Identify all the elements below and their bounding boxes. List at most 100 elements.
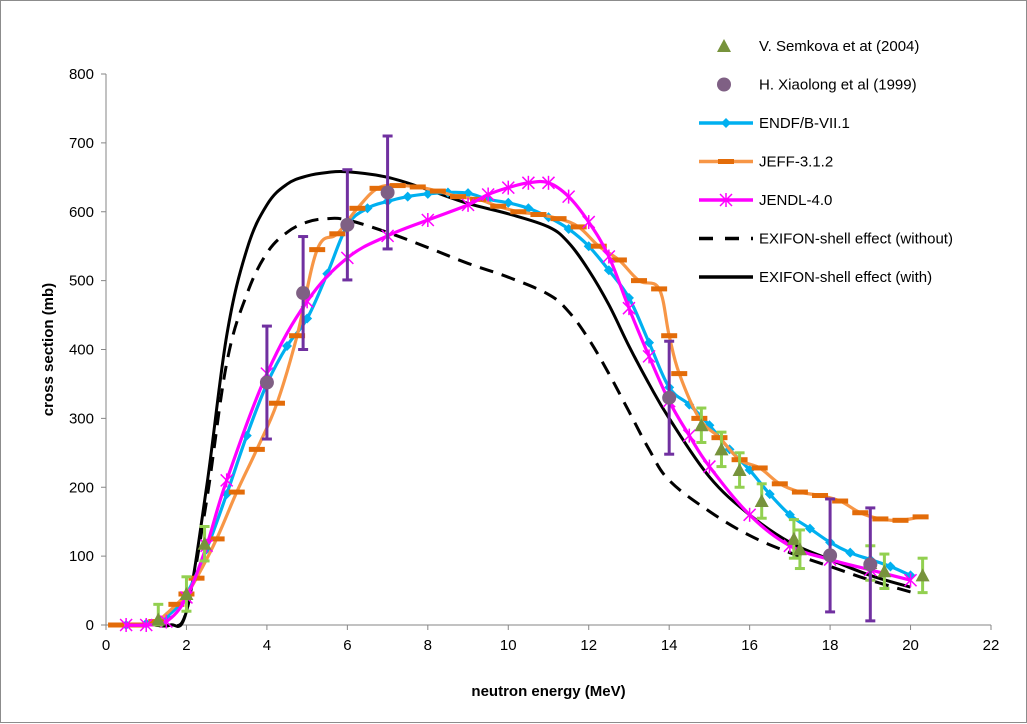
x-axis-label: neutron energy (MeV) xyxy=(471,683,625,700)
triangle-marker xyxy=(732,463,747,477)
dash-marker xyxy=(349,205,366,211)
legend-item: ENDF/B-VII.1 xyxy=(699,115,850,132)
star-marker xyxy=(702,459,716,474)
diamond-marker xyxy=(845,547,856,558)
star-marker xyxy=(642,349,656,364)
diamond-marker xyxy=(764,489,775,500)
legend-dash-icon xyxy=(718,159,734,164)
dash-marker xyxy=(570,224,587,230)
star-marker xyxy=(220,473,234,488)
legend-diamond-icon xyxy=(721,118,731,128)
dash-marker xyxy=(872,516,889,522)
dash-marker xyxy=(108,622,125,628)
diamond-marker xyxy=(784,509,795,520)
x-tick-label: 6 xyxy=(343,637,351,654)
series-line xyxy=(126,190,912,627)
diamond-marker xyxy=(644,337,655,348)
star-marker xyxy=(481,187,495,202)
circle-marker xyxy=(662,390,677,405)
plot-area xyxy=(108,134,930,632)
x-tick-label: 0 xyxy=(102,637,110,654)
x-tick-label: 4 xyxy=(263,637,271,654)
triangle-marker xyxy=(877,564,892,578)
legend-triangle-icon xyxy=(717,39,731,52)
dash-marker xyxy=(711,435,728,441)
dash-marker xyxy=(892,517,909,523)
dash-marker xyxy=(530,212,547,218)
dash-marker xyxy=(671,371,688,377)
star-marker xyxy=(682,428,696,443)
series-line xyxy=(154,216,911,628)
triangle-marker xyxy=(754,494,769,508)
dash-marker xyxy=(208,536,225,542)
dash-marker xyxy=(268,400,285,406)
legend: V. Semkova et at (2004) H. Xiaolong et al… xyxy=(699,38,953,286)
dash-marker xyxy=(651,286,668,292)
star-marker xyxy=(562,189,576,204)
star-marker xyxy=(541,175,556,190)
x-tick-label: 16 xyxy=(741,637,758,654)
dash-marker xyxy=(168,601,185,607)
y-tick-label: 400 xyxy=(69,342,94,359)
legend-label: H. Xiaolong et al (1999) xyxy=(759,77,917,94)
dash-marker xyxy=(610,257,627,263)
legend-item: V. Semkova et at (2004) xyxy=(717,38,919,55)
dash-marker xyxy=(429,188,446,194)
diamond-marker xyxy=(885,561,896,572)
circle-marker xyxy=(340,217,355,232)
y-tick-label: 700 xyxy=(69,135,94,152)
diamond-marker xyxy=(322,268,333,279)
y-tick-label: 300 xyxy=(69,410,94,427)
star-marker xyxy=(421,213,435,228)
triangle-marker xyxy=(792,542,807,556)
x-tick-label: 22 xyxy=(983,637,1000,654)
x-tick-label: 8 xyxy=(424,637,432,654)
legend-label: V. Semkova et at (2004) xyxy=(759,38,919,55)
legend-item: H. Xiaolong et al (1999) xyxy=(717,77,917,94)
x-tick-label: 18 xyxy=(822,637,839,654)
star-marker xyxy=(119,618,133,632)
circle-marker xyxy=(823,548,838,563)
x-tick-label: 14 xyxy=(661,637,678,654)
dash-marker xyxy=(751,465,768,471)
series-jeff-3-1-2 xyxy=(108,183,929,628)
dash-marker xyxy=(550,216,567,222)
dash-marker xyxy=(289,333,306,339)
star-marker xyxy=(602,249,616,264)
legend-item: EXIFON-shell effect (with) xyxy=(699,269,932,286)
dash-marker xyxy=(631,278,648,284)
series-v-semkova-et-at-2004- xyxy=(151,406,930,627)
star-marker xyxy=(904,573,918,588)
legend-label: JEFF-3.1.2 xyxy=(759,154,833,171)
star-marker xyxy=(622,301,636,316)
series-line xyxy=(126,179,911,627)
series-endf-b-vii-1 xyxy=(121,187,916,630)
star-marker xyxy=(501,180,515,195)
dash-marker xyxy=(691,415,708,421)
dash-marker xyxy=(228,489,245,495)
triangle-marker xyxy=(179,587,194,601)
legend-circle-icon xyxy=(717,77,731,92)
series-exifon-shell-effect-without- xyxy=(154,216,911,628)
dash-marker xyxy=(832,498,849,504)
legend-label: EXIFON-shell effect (with) xyxy=(759,269,932,286)
legend-star-icon xyxy=(719,193,733,207)
triangle-marker xyxy=(714,442,729,456)
diamond-marker xyxy=(402,191,413,202)
star-marker xyxy=(582,215,596,230)
dash-marker xyxy=(490,203,507,209)
series-h-xiaolong-et-al-1999- xyxy=(259,134,878,623)
dash-marker xyxy=(852,510,869,516)
triangle-marker xyxy=(151,612,166,626)
legend-label: ENDF/B-VII.1 xyxy=(759,115,850,132)
x-tick-label: 12 xyxy=(580,637,597,654)
y-tick-label: 200 xyxy=(69,479,94,496)
y-tick-label: 600 xyxy=(69,204,94,221)
y-tick-label: 0 xyxy=(86,617,94,634)
star-marker xyxy=(743,507,757,522)
dash-marker xyxy=(912,514,929,520)
legend-label: JENDL-4.0 xyxy=(759,192,832,209)
legend-item: EXIFON-shell effect (without) xyxy=(699,231,953,248)
